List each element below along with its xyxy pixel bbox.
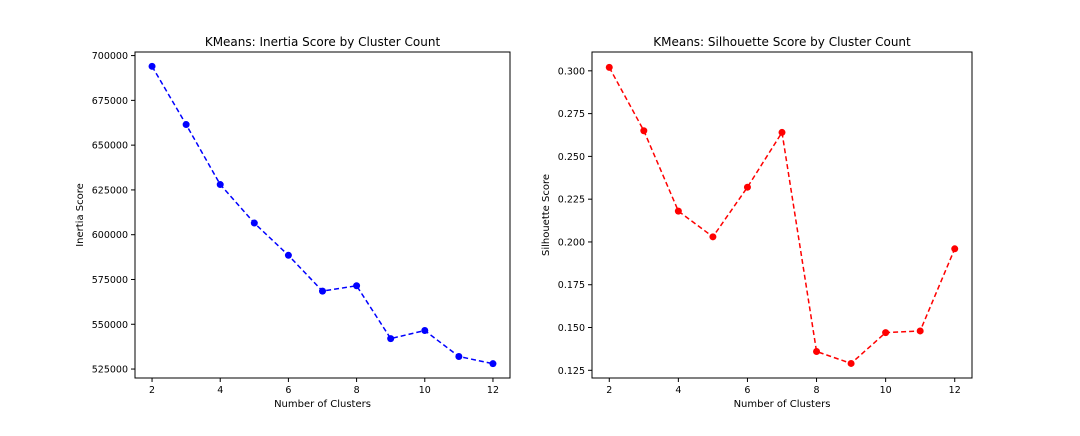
- silhouette-data-point: [709, 233, 717, 241]
- silhouette-y-tick-label: 0.200: [558, 237, 585, 248]
- inertia-data-point: [489, 360, 497, 368]
- silhouette-x-tick-label: 8: [814, 385, 820, 396]
- silhouette-y-tick-label: 0.175: [558, 280, 585, 291]
- silhouette-data-point: [847, 359, 855, 367]
- silhouette-y-tick-label: 0.225: [558, 195, 585, 206]
- inertia-data-point: [284, 251, 292, 259]
- inertia-chart-title: KMeans: Inertia Score by Cluster Count: [205, 35, 441, 49]
- inertia-y-tick-label: 700000: [92, 51, 128, 62]
- inertia-data-point: [216, 181, 224, 189]
- silhouette-y-tick-label: 0.275: [558, 109, 585, 120]
- silhouette-x-tick-label: 12: [949, 385, 961, 396]
- silhouette-x-axis-label: Number of Clusters: [734, 399, 831, 410]
- inertia-x-tick-label: 12: [487, 385, 499, 396]
- inertia-y-tick-label: 550000: [92, 320, 128, 331]
- inertia-x-tick-label: 6: [285, 385, 291, 396]
- silhouette-y-tick-label: 0.150: [558, 323, 585, 334]
- inertia-x-tick-label: 4: [217, 385, 223, 396]
- inertia-y-tick-label: 625000: [92, 185, 128, 196]
- inertia-data-point: [353, 282, 361, 290]
- inertia-x-axis-label: Number of Clusters: [274, 399, 371, 410]
- inertia-x-tick-label: 10: [419, 385, 431, 396]
- silhouette-y-tick-label: 0.250: [558, 152, 585, 163]
- silhouette-data-point: [882, 329, 890, 337]
- silhouette-data-point: [674, 207, 682, 215]
- silhouette-x-tick-label: 6: [744, 385, 750, 396]
- silhouette-data-point: [916, 327, 924, 335]
- inertia-y-tick-label: 525000: [92, 365, 128, 376]
- inertia-y-tick-label: 675000: [92, 96, 128, 107]
- inertia-y-axis-label: Inertia Score: [75, 183, 86, 247]
- inertia-data-point: [148, 62, 156, 70]
- silhouette-y-tick-label: 0.300: [558, 66, 585, 77]
- inertia-data-point: [421, 327, 429, 335]
- silhouette-data-point: [778, 128, 786, 136]
- silhouette-x-tick-label: 10: [880, 385, 892, 396]
- inertia-series-line: [151, 65, 494, 365]
- inertia-data-point: [182, 121, 190, 129]
- silhouette-data-point: [813, 347, 821, 355]
- inertia-x-tick-label: 8: [354, 385, 360, 396]
- silhouette-y-axis-label: Silhouette Score: [541, 174, 552, 256]
- inertia-data-point: [319, 287, 326, 295]
- silhouette-data-point: [951, 245, 959, 253]
- silhouette-axes-frame: [591, 51, 973, 379]
- inertia-y-tick-label: 575000: [92, 275, 128, 286]
- inertia-data-point: [387, 335, 395, 343]
- inertia-data-point: [250, 219, 258, 227]
- silhouette-plot: KMeans: Silhouette Score by Cluster Coun…: [541, 35, 973, 410]
- silhouette-y-tick-label: 0.125: [558, 366, 585, 377]
- silhouette-x-tick-label: 2: [606, 385, 612, 396]
- silhouette-data-point: [640, 127, 648, 135]
- inertia-axes-frame: [134, 51, 511, 379]
- inertia-y-tick-label: 600000: [92, 230, 128, 241]
- silhouette-x-tick-label: 4: [675, 385, 681, 396]
- inertia-y-tick-label: 650000: [92, 141, 128, 152]
- inertia-data-point: [455, 353, 463, 361]
- inertia-plot: KMeans: Inertia Score by Cluster Count 2 4…: [75, 35, 511, 410]
- silhouette-data-point: [743, 183, 751, 191]
- silhouette-data-point: [605, 63, 613, 71]
- silhouette-series-line: [608, 67, 956, 365]
- inertia-x-tick-label: 2: [149, 385, 155, 396]
- silhouette-chart-title: KMeans: Silhouette Score by Cluster Coun…: [653, 35, 911, 49]
